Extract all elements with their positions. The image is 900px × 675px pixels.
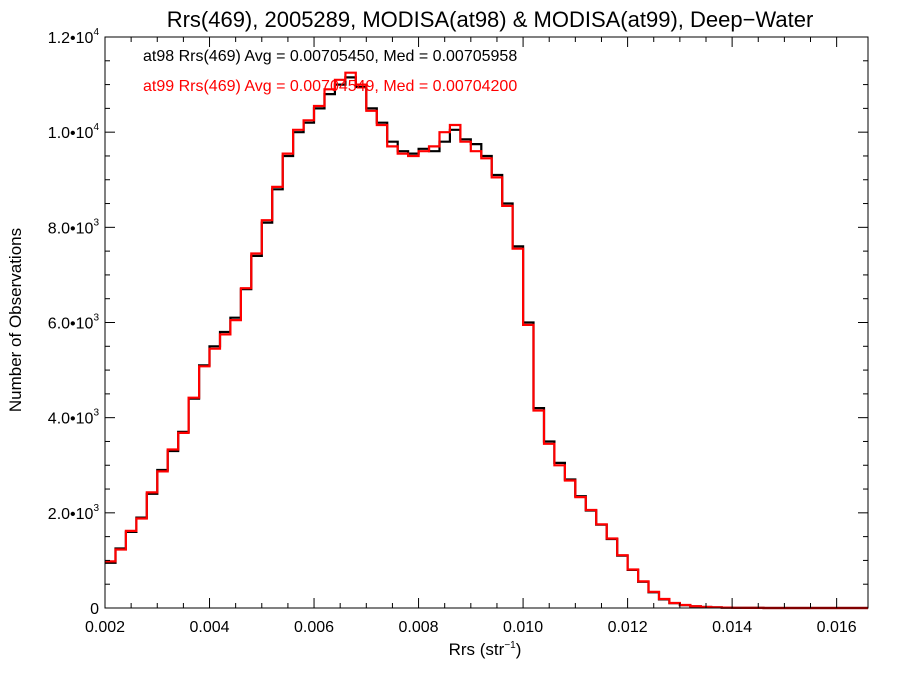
- series-layer: [105, 71, 868, 610]
- histogram-series-2: [105, 71, 868, 610]
- y-tick-label: 1.2•104: [48, 27, 100, 47]
- y-tick-mantissa: 4.0•10: [48, 411, 94, 428]
- y-tick-mantissa: 6.0•10: [48, 316, 94, 333]
- x-tick-label: 0.012: [608, 619, 648, 636]
- x-axis-label: Rrs (str−1): [449, 640, 522, 659]
- y-tick-exponent: 3: [93, 503, 99, 514]
- y-tick-exponent: 4: [93, 27, 99, 38]
- annotation-1: at98 Rrs(469) Avg = 0.00705450, Med = 0.…: [143, 48, 517, 65]
- ticks-layer: 0.002 0.004 0.006 0.008 0.010 0.012 0.014 0.016…: [48, 27, 868, 636]
- x-axis-label-tail: ): [516, 640, 522, 659]
- y-tick-exponent: 3: [93, 313, 99, 324]
- y-tick-exponent: 3: [93, 217, 99, 228]
- x-tick-label: 0.014: [712, 619, 752, 636]
- y-tick-mantissa: 1.2•10: [48, 30, 94, 47]
- y-tick-label: 0: [90, 601, 99, 618]
- y-axis-label: Number of Observations: [6, 228, 25, 412]
- chart-title: Rrs(469), 2005289, MODISA(at98) & MODISA…: [167, 7, 814, 32]
- x-tick-label: 0.016: [817, 619, 857, 636]
- x-tick-label: 0.002: [85, 619, 125, 636]
- y-tick-mantissa: 2.0•10: [48, 506, 94, 523]
- x-axis-label-base: Rrs (str: [449, 640, 505, 659]
- x-tick-label: 0.008: [399, 619, 439, 636]
- plot-frame: [104, 36, 869, 609]
- y-tick-mantissa: 1.0•10: [48, 125, 94, 142]
- y-tick-label: 1.0•104: [48, 122, 100, 142]
- y-tick-label: 6.0•103: [48, 313, 100, 333]
- x-tick-label: 0.010: [503, 619, 543, 636]
- y-tick-label: 4.0•103: [48, 408, 100, 428]
- x-tick-label: 0.004: [189, 619, 229, 636]
- y-tick-mantissa: 8.0•10: [48, 220, 94, 237]
- x-tick-label: 0.006: [294, 619, 334, 636]
- y-tick-label: 2.0•103: [48, 503, 100, 523]
- y-tick-exponent: 4: [93, 122, 99, 133]
- y-tick-exponent: 3: [93, 408, 99, 419]
- y-tick-mantissa: 0: [90, 601, 99, 618]
- annotations-layer: at98 Rrs(469) Avg = 0.00705450, Med = 0.…: [143, 48, 517, 95]
- x-axis-label-exponent: −1: [504, 640, 516, 651]
- annotation-2: at99 Rrs(469) Avg = 0.00704549, Med = 0.…: [143, 78, 517, 95]
- y-tick-label: 8.0•103: [48, 217, 100, 237]
